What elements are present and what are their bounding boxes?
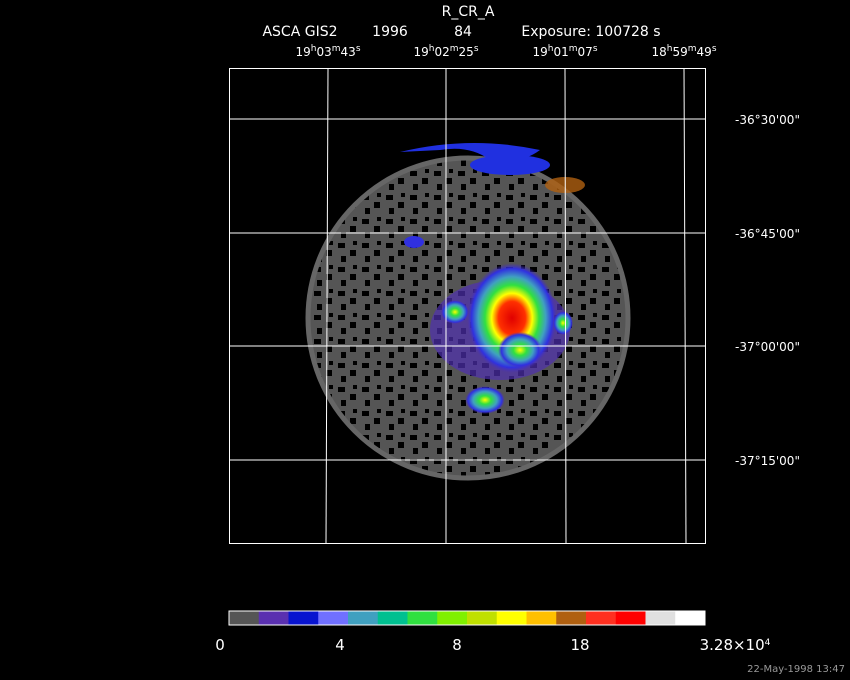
colorbar-swatch [526,611,557,625]
superscript: m [450,44,459,54]
colorbar-swatch [675,611,706,625]
text-part: 07 [578,45,593,59]
text-part: 8 [452,636,462,654]
colorbar-swatch [377,611,408,625]
ra-label: 19h02m25s [413,44,478,59]
year: 1996 [372,24,408,40]
colorbar-swatch [318,611,349,625]
superscript: s [474,44,479,54]
ra-label: 18h59m49s [651,44,716,59]
colorbar-label: 4 [335,636,345,654]
image [305,142,631,481]
dec-label: -36°30'00" [735,113,800,127]
exposure: Exposure: 100728 s [521,24,660,40]
superscript: 4 [765,638,771,648]
text-part: 19 [413,45,428,59]
colorbar-label: 18 [570,636,589,654]
text-part: 01 [553,45,568,59]
superscript: h [311,44,317,54]
text-part: 59 [672,45,687,59]
dec-label: -37°15'00" [735,454,800,468]
colorbar-label: 8 [452,636,462,654]
colorbar-swatch [467,611,498,625]
colorbar-swatch [615,611,646,625]
instrument: ASCA GIS2 [262,24,337,40]
colorbar-swatch [586,611,617,625]
ra-label: 19h03m43s [295,44,360,59]
colorbar-swatch [556,611,587,625]
text-part: 02 [434,45,449,59]
text-part: 4 [335,636,345,654]
frame [229,68,706,544]
coordinate-grid [229,67,705,544]
text-part: 43 [341,45,356,59]
colorbar-swatch [258,611,289,625]
dec-label: -37°00'00" [735,340,800,354]
colorbar-swatch [288,611,319,625]
colorbar-label: 0 [215,636,225,654]
colorbar-swatch [437,611,468,625]
colorbar-swatch [348,611,379,625]
superscript: s [593,44,598,54]
text-part: 25 [459,45,474,59]
colorbar-swatch [645,611,676,625]
superscript: h [548,44,554,54]
colorbar-label: 3.28×104 [700,636,771,654]
superscript: s [712,44,717,54]
superscript: h [429,44,435,54]
text-part: 19 [532,45,547,59]
superscript: m [688,44,697,54]
ra-label: 19h01m07s [532,44,597,59]
text-part: 18 [651,45,666,59]
text-part: 18 [570,636,589,654]
obs-number: 84 [454,24,472,40]
superscript: m [569,44,578,54]
timestamp: 22-May-1998 13:47 [747,664,845,675]
text-part: 03 [316,45,331,59]
colorbar-swatch [229,611,260,625]
text-part: 49 [697,45,712,59]
colorbar-swatch [407,611,438,625]
colorbar-swatch [496,611,527,625]
dec-label: -36°45'00" [735,227,800,241]
text-part: 0 [215,636,225,654]
colorbar-frame [228,610,706,626]
title: R_CR_A [442,4,495,20]
superscript: h [667,44,673,54]
superscript: m [332,44,341,54]
text-part: 3.28×10 [700,636,765,654]
text-part: 19 [295,45,310,59]
superscript: s [356,44,361,54]
